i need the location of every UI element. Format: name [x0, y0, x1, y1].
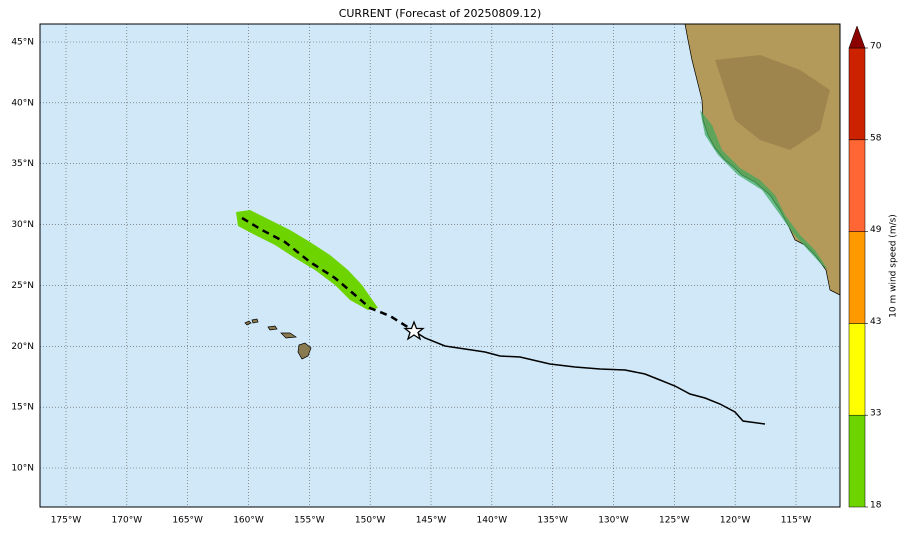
lon-tick-label: 170°W — [112, 516, 143, 526]
colorbar-tick-label: 33 — [870, 409, 881, 419]
lon-tick-label: 145°W — [416, 516, 447, 526]
forecast-track-past — [241, 216, 415, 333]
lat-tick-label: 45°N — [11, 38, 34, 48]
colorbar-label: 10 m wind speed (m/s) — [889, 214, 899, 318]
map-title: CURRENT (Forecast of 20250809.12) — [339, 7, 542, 20]
lon-tick-label: 115°W — [781, 516, 812, 526]
colorbar-tick-label: 43 — [870, 317, 881, 327]
lat-tick-label: 15°N — [11, 403, 34, 413]
colorbar-tick-label: 70 — [870, 42, 882, 52]
lat-tick-label: 10°N — [11, 464, 34, 474]
lon-tick-label: 125°W — [659, 516, 690, 526]
colorbar — [848, 25, 868, 508]
colorbar-segment — [848, 47, 866, 141]
colorbar-segment — [848, 231, 866, 324]
land-coastal-vegetation — [700, 110, 828, 270]
lon-tick-label: 165°W — [172, 516, 203, 526]
forecast-track — [413, 330, 766, 425]
lon-tick-label: 155°W — [294, 516, 325, 526]
colorbar-tick-label: 58 — [870, 133, 882, 143]
graticule — [40, 24, 840, 507]
lat-tick-label: 25°N — [11, 281, 34, 291]
lon-tick-label: 120°W — [720, 516, 751, 526]
colorbar-segment — [848, 139, 866, 232]
lat-tick-label: 30°N — [11, 220, 34, 230]
lat-tick-label: 40°N — [11, 98, 34, 108]
lon-tick-label: 160°W — [233, 516, 264, 526]
current-position-star — [403, 320, 425, 341]
lat-tick-label: 20°N — [11, 342, 34, 352]
lon-tick-label: 150°W — [355, 516, 386, 526]
colorbar-tick-label: 49 — [870, 225, 882, 235]
colorbar-extend — [848, 25, 866, 49]
colorbar-tick-label: 18 — [870, 501, 882, 511]
lat-tick-label: 35°N — [11, 159, 34, 169]
lon-tick-label: 135°W — [537, 516, 568, 526]
lon-tick-label: 175°W — [51, 516, 82, 526]
land-mountains — [715, 55, 830, 150]
lon-tick-label: 140°W — [477, 516, 508, 526]
colorbar-segment — [848, 323, 866, 416]
hawaii — [244, 318, 312, 360]
lon-tick-label: 130°W — [598, 516, 629, 526]
map-frame — [39, 23, 841, 508]
colorbar-segment — [848, 414, 866, 508]
